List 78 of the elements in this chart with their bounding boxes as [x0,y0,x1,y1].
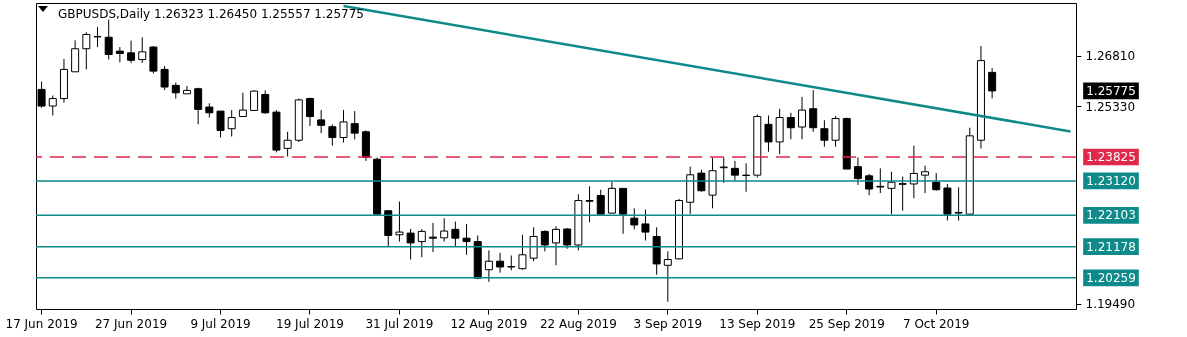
candlestick [93,26,102,48]
candlestick [764,115,773,153]
candlestick [406,228,415,261]
candlestick [451,221,460,247]
candlestick [283,131,292,158]
candlestick [71,39,80,73]
candlestick [518,234,527,271]
candlestick [48,95,57,116]
candlestick [921,165,930,194]
candlestick [261,89,270,115]
candlestick [250,89,259,111]
x-tick-label: 3 Sep 2019 [633,316,703,331]
candlestick [496,252,505,274]
candlestick [317,109,326,134]
candlestick [630,207,639,230]
chart-title: GBPUSDS,Daily 1.26323 1.26450 1.25557 1.25775 [58,7,364,21]
candlestick [339,109,348,144]
candlestick [160,65,169,91]
candlestick [238,92,247,118]
candlestick [719,157,728,184]
candlestick [742,162,751,193]
x-tick-label: 25 Sep 2019 [808,316,885,331]
candlestick [440,217,449,243]
candlestick [730,160,739,182]
candlestick [417,228,426,258]
candlestick [305,97,314,127]
candlestick [194,87,203,125]
x-tick-label: 7 Oct 2019 [902,316,970,331]
text: 1.25775 [1086,83,1136,98]
ref-line-label: 1.22103 [1086,208,1136,223]
candlestick [127,40,136,64]
candlestick [82,31,91,70]
x-tick-label: 17 Jun 2019 [5,316,78,331]
candlestick [831,115,840,148]
candlestick [596,189,605,215]
candlestick [786,112,795,140]
candlestick [820,119,829,148]
x-tick-label: 27 Jun 2019 [94,316,168,331]
candlestick [552,225,560,266]
candlestick [227,109,236,138]
candlestick [954,186,963,222]
candlestick [529,226,538,262]
candlestick [898,176,907,212]
candlestick [462,223,471,256]
y-tick-label: 1.19490 [1085,297,1136,312]
candlestick [540,229,549,252]
ref-line-label: 1.20259 [1086,270,1136,285]
candlestick [887,171,896,215]
candlestick [428,222,437,253]
x-tick-label: 31 Jul 2019 [365,316,434,331]
ref-line-label: 1.23120 [1086,173,1136,188]
y-tick-label: 1.25330 [1085,99,1136,114]
candlestick [350,110,359,140]
candlestick [182,85,191,95]
x-tick-label: 9 Jul 2019 [190,316,251,331]
candlestick [585,185,594,223]
y-tick-label: 1.26810 [1085,49,1136,64]
x-tick-label: 22 Aug 2019 [539,316,617,331]
x-tick-label: 12 Aug 2019 [450,316,528,331]
candlestick [115,46,124,63]
ref-line-label: 1.23825 [1086,150,1136,165]
candlestick [216,110,225,139]
candlestick [809,89,818,133]
candlestick [798,96,807,140]
candlestick [138,36,147,64]
candlestick [663,250,672,303]
candlestick [853,157,862,186]
candlestick [484,249,493,283]
candlestick [641,209,650,242]
ref-line-label: 1.21178 [1086,239,1136,254]
candlestick [395,201,404,243]
candlestick [328,123,337,147]
x-tick-label: 13 Sep 2019 [719,316,796,331]
candlestick [988,67,997,99]
x-tick-label: 19 Jul 2019 [276,316,344,331]
candlestick [104,19,113,61]
candlestick [876,167,885,194]
candlestick [563,227,572,250]
